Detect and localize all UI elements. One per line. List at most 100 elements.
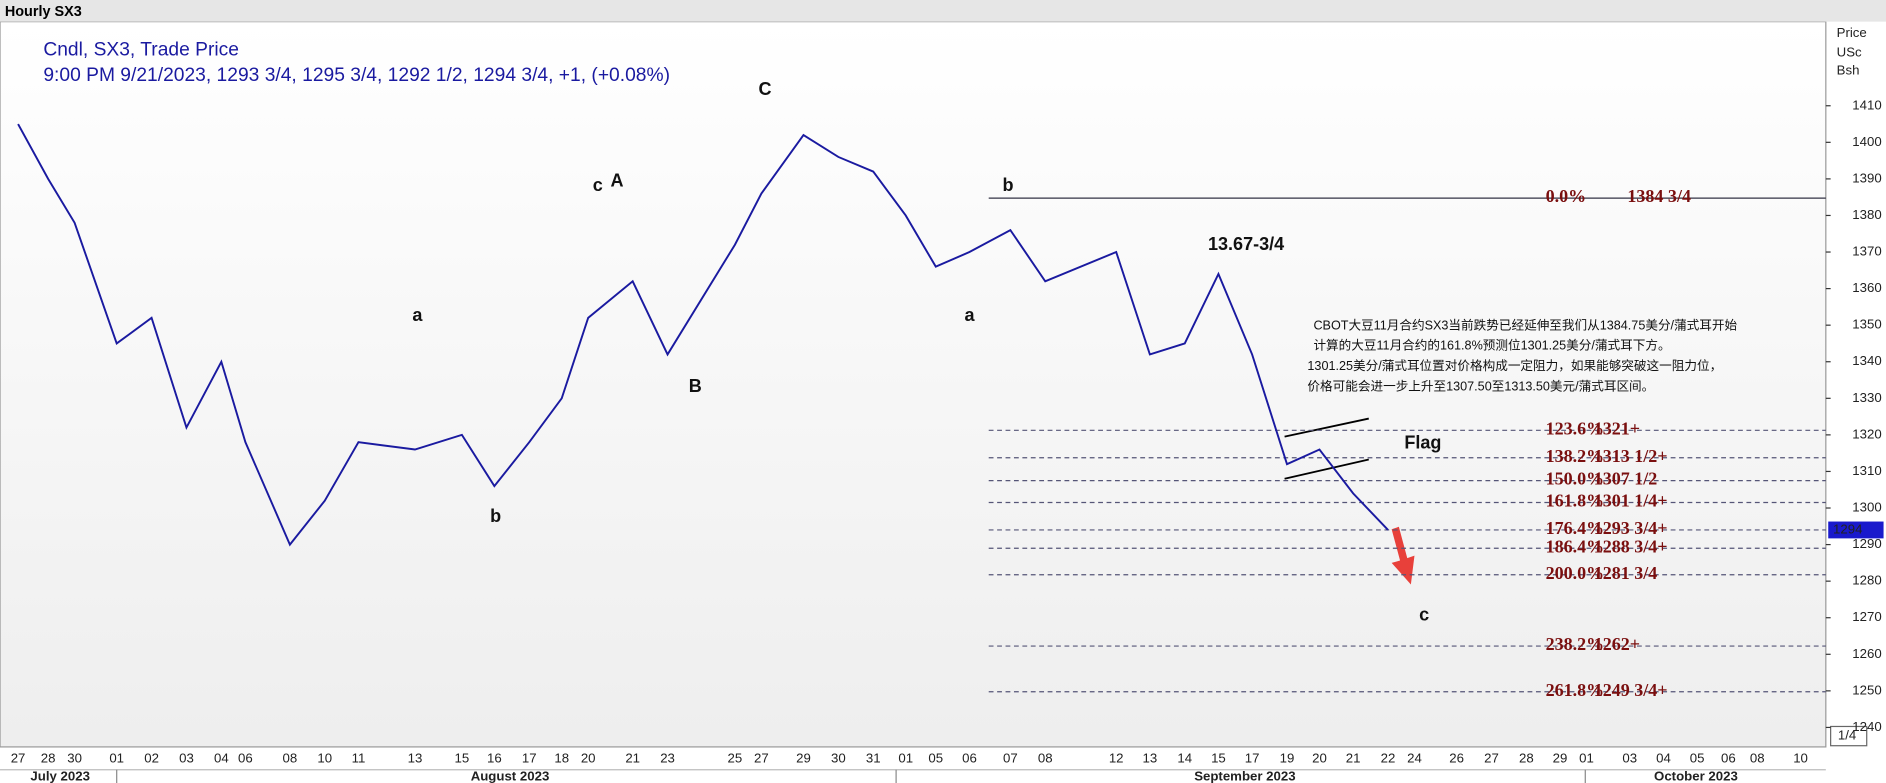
fib-ratio: 138.2% [1546,446,1605,466]
fib-price: 1313 1/2+ [1594,446,1668,466]
x-tick-label: 03 [179,750,194,765]
y-tick-label: 1380 [1852,207,1881,222]
x-tick-label: 03 [1622,750,1637,765]
axis-title: USc [1837,44,1862,59]
plot-area [0,21,1827,748]
legend-title: Cndl, SX3, Trade Price [43,40,239,61]
x-tick-label: 01 [898,750,913,765]
annotation: A [611,170,624,190]
x-tick-label: 27 [1484,750,1499,765]
fib-ratio: 261.8% [1546,680,1605,700]
annotation: C [758,79,771,99]
x-tick-label: 25 [728,750,743,765]
y-tick-label: 1280 [1852,573,1881,588]
annotation: c [1419,605,1429,625]
annotation: B [689,376,702,396]
fib-price: 1307 1/2 [1594,469,1658,489]
x-tick-label: 30 [831,750,846,765]
y-tick-label: 1410 [1852,97,1881,112]
x-tick-label: 21 [625,750,640,765]
x-tick-label: 10 [1793,750,1808,765]
y-tick-label: 1340 [1852,353,1881,368]
fib-price: 1249 3/4+ [1594,680,1668,700]
x-tick-label: 05 [1690,750,1705,765]
y-tick-label: 1290 [1852,536,1881,551]
fib-price: 1288 3/4+ [1594,536,1668,556]
arrow [1391,526,1415,585]
fib-ratio: 176.4% [1546,518,1605,538]
y-tick-label: 1330 [1852,390,1881,405]
fib-ratio: 186.4% [1546,536,1605,556]
annotation: a [412,305,423,325]
y-tick-label: 1250 [1852,682,1881,697]
x-tick-label: 18 [554,750,569,765]
y-tick-label: 1390 [1852,170,1881,185]
x-tick-label: 19 [1280,750,1295,765]
fib-price: 1384 3/4 [1627,186,1691,206]
flag-line [1284,458,1369,480]
x-tick-label: 31 [866,750,881,765]
increment-box [1830,725,1868,747]
annotation: b [1002,175,1013,195]
x-tick-label: 22 [1381,750,1396,765]
y-tick-label: 1360 [1852,280,1881,295]
annotation: a [964,305,975,325]
x-tick-label: 05 [928,750,943,765]
fib-ratio: 150.0% [1546,469,1605,489]
commentary: CBOT大豆11月合约SX3当前跌势已经延伸至我们从1384.75美分/蒲式耳开… [1313,317,1737,332]
x-tick-label: 13 [1143,750,1158,765]
x-tick-label: 15 [1211,750,1226,765]
x-tick-label: 27 [11,750,26,765]
x-tick-label: 04 [1656,750,1671,765]
fib-price: 1262+ [1594,634,1640,654]
fib-ratio: 200.0% [1546,563,1605,583]
increment: 1/4 [1838,728,1856,743]
x-tick-label: 17 [1245,750,1260,765]
x-tick-label: 04 [214,750,229,765]
x-tick-label: 06 [238,750,253,765]
x-tick-label: 23 [660,750,675,765]
x-tick-label: 28 [1519,750,1534,765]
x-tick-label: 08 [1038,750,1053,765]
x-tick-label: 20 [1312,750,1327,765]
y-tick-label: 1350 [1852,317,1881,332]
fib-ratio: 0.0% [1546,186,1587,206]
commentary: 价格可能会进一步上升至1307.50至1313.50美元/蒲式耳区间。 [1307,379,1654,394]
x-tick-label: 02 [144,750,159,765]
fib-price: 1281 3/4 [1594,563,1658,583]
annotation: Flag [1404,433,1441,453]
axis-title: Price [1837,25,1867,40]
x-tick-label: 12 [1109,750,1124,765]
month-label: August 2023 [471,768,550,783]
x-tick-label: 17 [522,750,537,765]
x-tick-label: 16 [487,750,502,765]
fib-ratio: 123.6% [1546,418,1605,438]
annotation: 13.67-3/4 [1208,234,1284,254]
x-tick-label: 29 [1553,750,1568,765]
x-tick-label: 27 [754,750,769,765]
month-label: September 2023 [1194,768,1295,783]
x-tick-label: 07 [1003,750,1018,765]
x-tick-label: 21 [1346,750,1361,765]
last-price-box [1828,521,1884,539]
x-tick-label: 20 [581,750,596,765]
commentary: 1301.25美分/蒲式耳位置对价格构成一定阻力，如果能够突破这一阻力位， [1307,358,1722,373]
x-tick-label: 30 [67,750,82,765]
fib-price: 1321+ [1594,418,1640,438]
header: Hourly SX3 [5,4,82,20]
y-tick-label: 1400 [1852,134,1881,149]
flag-line [1284,417,1369,438]
fib-price: 1293 3/4+ [1594,518,1668,538]
fib-price: 1301 1/4+ [1594,491,1668,511]
header-bar [0,0,1886,22]
x-tick-label: 15 [455,750,470,765]
x-tick-label: 13 [408,750,423,765]
legend-detail: 9:00 PM 9/21/2023, 1293 3/4, 1295 3/4, 1… [43,65,670,86]
y-tick-label: 1260 [1852,646,1881,661]
y-tick-label: 1240 [1852,719,1881,734]
y-tick-label: 1270 [1852,609,1881,624]
x-tick-label: 08 [283,750,298,765]
x-tick-label: 29 [796,750,811,765]
x-tick-label: 28 [41,750,56,765]
